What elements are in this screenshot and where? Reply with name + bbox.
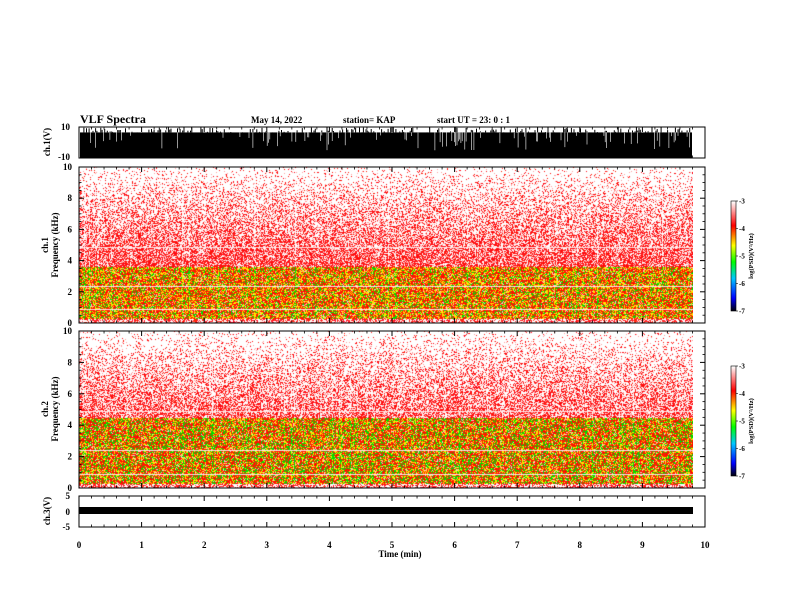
colorbar-label: log(PSD)(V²/Hz) — [748, 398, 755, 444]
colorbar-label: log(PSD)(V²/Hz) — [748, 233, 755, 279]
x-tick-label: 9 — [640, 540, 645, 550]
ch1-waveform-panel: 10 -10 ch.1(V) — [42, 122, 706, 162]
ch1-spectrogram-panel: 0 2 4 6 8 10 ch.1 Frequency (kHz) — [40, 162, 706, 328]
ch1-frequency-label: Frequency (kHz) — [50, 212, 60, 277]
x-tick-label: 0 — [77, 540, 82, 550]
ch2-spectrogram-panel: 0 2 4 6 8 10 ch.2 Frequency (kHz) — [40, 326, 706, 493]
x-tick-label: 10 — [701, 540, 711, 550]
colorbar-tick-label: -6 — [739, 445, 745, 453]
colorbar-tick-label: -5 — [739, 253, 745, 261]
x-tick-label: 4 — [327, 540, 332, 550]
ch2-spectrogram-image — [79, 331, 693, 488]
y-tick-label: 0 — [68, 483, 73, 493]
y-tick-label: 10 — [63, 326, 73, 336]
x-axis-ticks — [78, 127, 706, 527]
ch1-waveform-fill — [80, 132, 692, 158]
y-tick-label: 6 — [68, 224, 73, 234]
ch3-waveform-trace — [79, 507, 693, 514]
x-tick-label: 1 — [139, 540, 144, 550]
ch2-frequency-label: Frequency (kHz) — [50, 376, 60, 441]
y-tick-label: 2 — [68, 452, 73, 462]
y-tick-label: 0 — [68, 318, 73, 328]
x-tick-label: 6 — [452, 540, 457, 550]
y-tick-label: 10 — [63, 162, 73, 172]
colorbar-tick-label: -7 — [739, 473, 745, 481]
y-tick-label: 2 — [68, 287, 73, 297]
x-axis-tick-labels: 0 1 2 3 4 5 6 7 8 9 10 — [77, 540, 710, 550]
x-tick-label: 3 — [265, 540, 270, 550]
ch2-colorbar: -3 -4 -5 -6 -7 log(PSD)(V²/Hz) — [730, 363, 755, 481]
ch2-channel-label: ch.2 — [40, 401, 50, 417]
x-tick-label: 2 — [202, 540, 207, 550]
y-tick-label: 8 — [68, 357, 73, 367]
colorbar-tick-label: -3 — [739, 198, 745, 206]
colorbar-tick-label: -7 — [739, 308, 745, 316]
ch1-spectrogram-image — [79, 167, 693, 323]
x-axis-label: Time (min) — [378, 549, 421, 559]
figure-title: VLF Spectra — [80, 112, 146, 126]
colorbar-tick-label: -5 — [739, 418, 745, 426]
colorbar-tick-label: -6 — [739, 280, 745, 288]
y-tick-label: 4 — [68, 420, 73, 430]
y-tick-label: 6 — [68, 389, 73, 399]
colorbar-tick-label: -3 — [739, 363, 745, 371]
colorbar-gradient — [731, 201, 736, 311]
colorbar-gradient — [731, 366, 736, 476]
ch3-ytick-mid: 0 — [66, 507, 71, 517]
start-time-label: start UT = 23: 0 : 1 — [437, 115, 510, 125]
x-tick-label: 8 — [578, 540, 583, 550]
ch1-ytick-bottom: -10 — [58, 152, 70, 162]
x-tick-label: 7 — [515, 540, 520, 550]
ch1-channel-label: ch.1 — [40, 237, 50, 253]
ch3-ytick-bottom: -5 — [63, 522, 71, 532]
colorbar-tick-label: -4 — [739, 390, 745, 398]
ch1-ytick-top: 10 — [61, 122, 71, 132]
ch1-waveform-ylabel: ch.1(V) — [42, 128, 52, 156]
y-tick-label: 4 — [68, 256, 73, 266]
x-tick-label: 5 — [390, 540, 395, 550]
ch1-waveform-trace — [80, 127, 692, 158]
ch1-colorbar: -3 -4 -5 -6 -7 log(PSD)(V²/Hz) — [730, 198, 755, 316]
ch3-ytick-top: 5 — [66, 491, 71, 501]
date-label: May 14, 2022 — [251, 115, 303, 125]
ch3-waveform-ylabel: ch.3(V) — [42, 497, 52, 525]
station-label: station= KAP — [343, 115, 396, 125]
y-tick-label: 8 — [68, 193, 73, 203]
colorbar-tick-label: -4 — [739, 225, 745, 233]
